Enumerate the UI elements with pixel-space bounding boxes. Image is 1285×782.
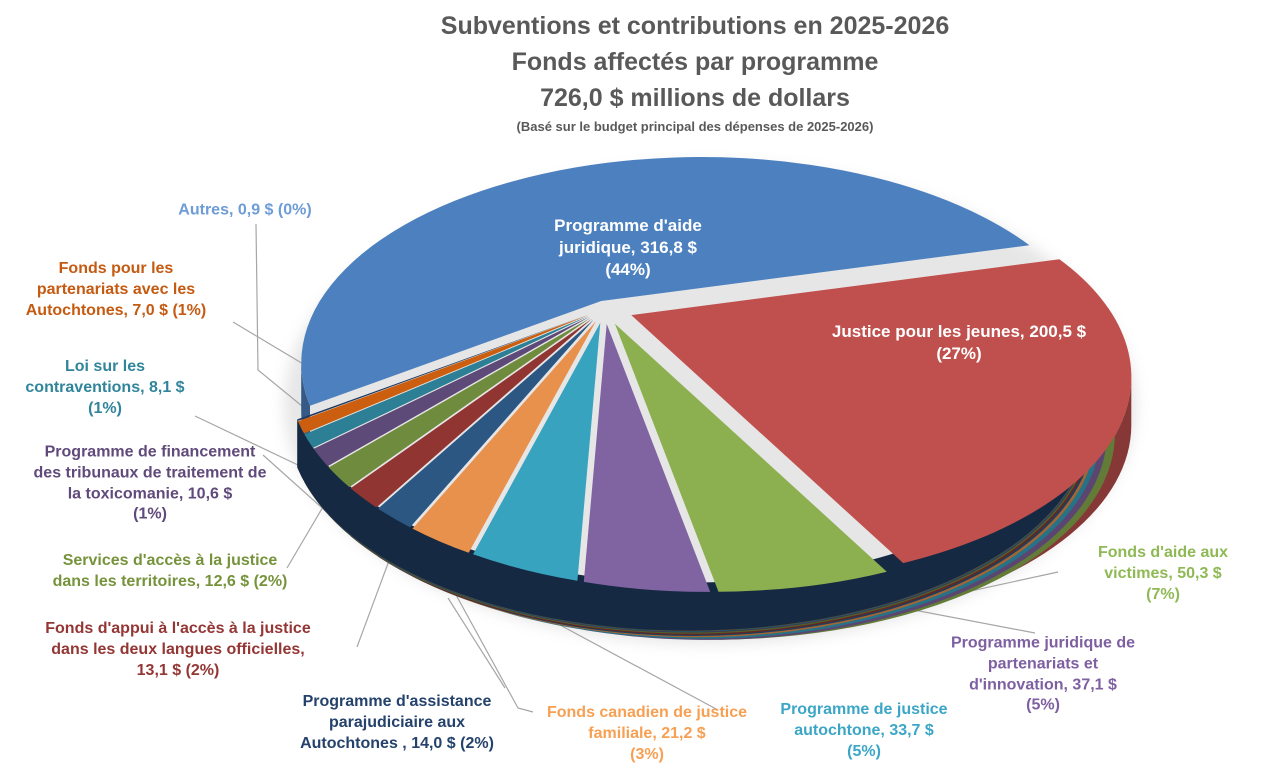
chart-title: Subventions et contributions en 2025-202… [0, 8, 1285, 136]
pie-tops-layer [297, 157, 1132, 592]
chart-title-line-1: Subventions et contributions en 2025-202… [440, 12, 950, 40]
pie-walls-layer [297, 363, 1132, 640]
pie-slice-justice-familiale [412, 321, 596, 553]
leader-line-langues-officielles [356, 557, 391, 648]
pie-slice-justice-jeunes [631, 259, 1132, 564]
leader-line-parajudiciaire-autochtones [447, 597, 506, 689]
leader-line-justice-autochtone [559, 624, 719, 711]
pie-slice-aide-juridique [301, 157, 1030, 406]
leader-line-toxicomanie [262, 454, 331, 516]
chart-title-line-2: Fonds affectés par programme [511, 48, 879, 76]
pie-slice-contraventions [304, 315, 590, 448]
pie-slice-partenariats-autochtones [298, 314, 589, 434]
pie-slice-toxicomanie [313, 316, 590, 467]
chart-title-line-3: 726,0 $ millions de dollars [540, 84, 850, 112]
pie-slice-acces-territoires [328, 317, 591, 488]
pie-slice-aide-victimes [614, 323, 887, 592]
pie-slice-langues-officielles [350, 318, 592, 508]
pie-slice-justice-autochtone [473, 322, 601, 581]
chart-subtitle: (Basé sur le budget principal des dépens… [516, 119, 874, 134]
pie-slice-partenariats-innovation [583, 323, 711, 592]
leader-line-autres [255, 223, 303, 407]
pie-slice-wall-autres [297, 376, 1089, 631]
pie-slice-parajudiciaire-autochtones [378, 319, 594, 528]
leader-line-contraventions [194, 415, 299, 466]
pie-slice-autres [297, 314, 589, 421]
leader-line-justice-familiale [454, 592, 534, 713]
